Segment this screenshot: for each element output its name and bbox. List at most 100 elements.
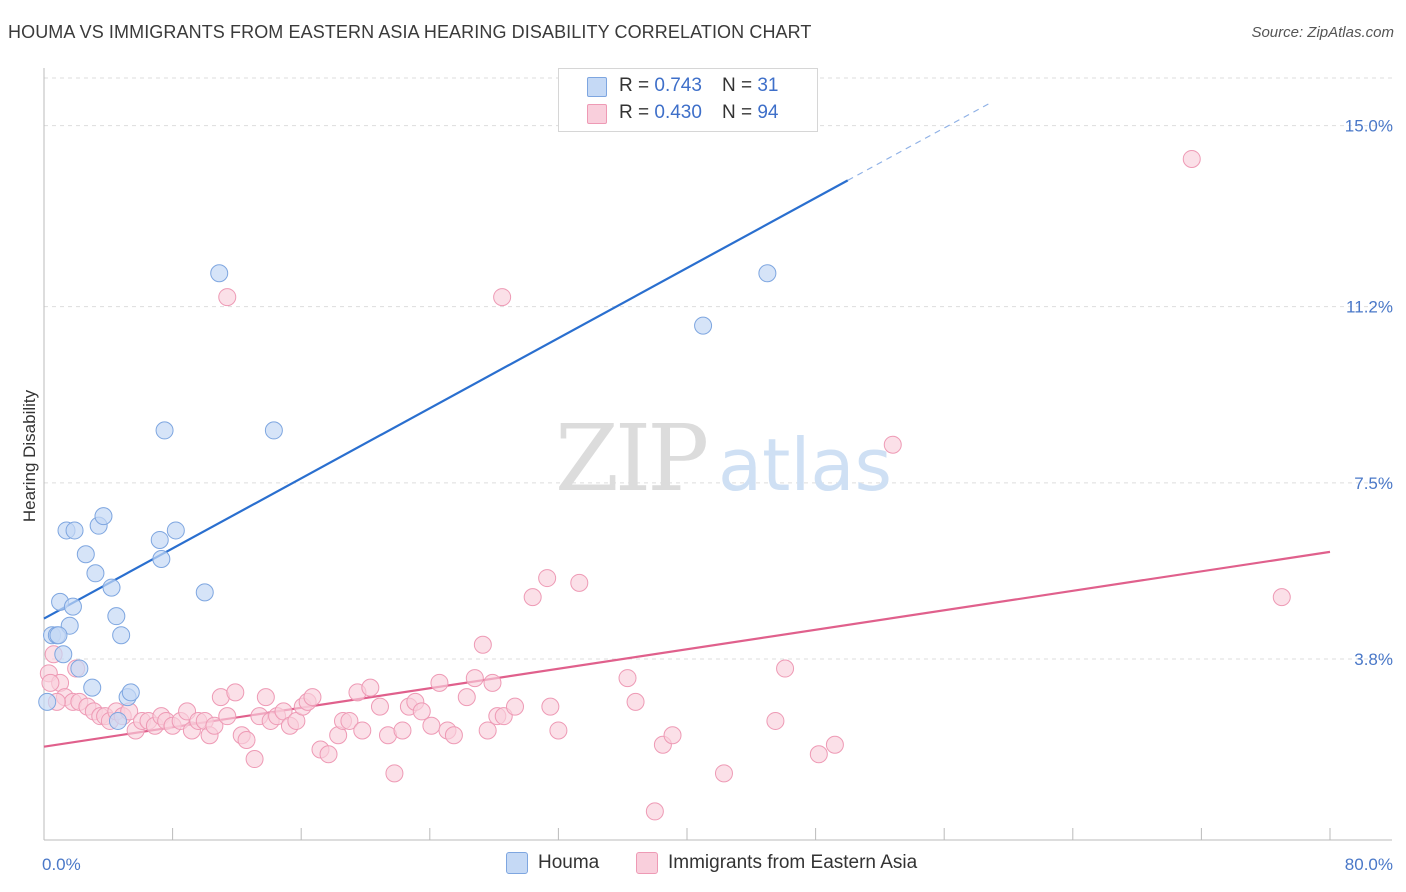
y-tick-label: 15.0% [1345, 117, 1393, 136]
point-houma [108, 711, 127, 730]
chart-title: HOUMA VS IMMIGRANTS FROM EASTERN ASIA HE… [8, 22, 812, 42]
point-asia [483, 673, 502, 692]
legend-r-label: R = [619, 102, 650, 123]
point-asia [444, 726, 463, 745]
axes [43, 68, 1392, 841]
point-asia [505, 697, 524, 716]
legend-n-label: N = [721, 75, 753, 96]
point-houma [102, 578, 121, 597]
bottom-legend: Houma Immigrants from Eastern Asia [0, 852, 1406, 878]
series-immigrants-eastern-asia [39, 149, 1291, 821]
point-asia [412, 702, 431, 721]
legend-n-value: 94 [757, 102, 779, 123]
point-asia [618, 669, 637, 688]
point-asia [353, 721, 372, 740]
point-houma [150, 530, 169, 549]
point-houma [155, 421, 174, 440]
point-houma [166, 521, 185, 540]
legend-swatch-houma [587, 77, 607, 97]
point-asia [457, 688, 476, 707]
point-asia [541, 697, 560, 716]
bottom-legend-asia: Immigrants from Eastern Asia [636, 852, 917, 874]
point-asia [570, 573, 589, 592]
point-asia [218, 288, 237, 307]
point-asia [393, 721, 412, 740]
point-asia [237, 730, 256, 749]
legend-n-value: 31 [757, 75, 779, 96]
watermark-zip: ZIP [555, 405, 706, 512]
point-asia [1182, 149, 1201, 168]
point-asia [825, 735, 844, 754]
bottom-legend-swatch-asia [636, 852, 658, 874]
legend: R = 0.743 N = 31 R = 0.430 N = 94 [558, 68, 818, 132]
bottom-legend-label-houma: Houma [538, 852, 600, 873]
point-asia [370, 697, 389, 716]
trend-line-houma [43, 179, 849, 620]
point-asia [549, 721, 568, 740]
point-houma [152, 550, 171, 569]
point-asia [465, 669, 484, 688]
point-houma [49, 626, 68, 645]
point-houma [210, 264, 229, 283]
point-asia [41, 673, 60, 692]
point-asia [422, 716, 441, 735]
point-houma [112, 626, 131, 645]
point-asia [361, 678, 380, 697]
point-asia [809, 745, 828, 764]
y-tick-label: 3.8% [1354, 650, 1393, 669]
point-houma [54, 645, 73, 664]
bottom-legend-houma: Houma [506, 852, 599, 874]
point-houma [758, 264, 777, 283]
legend-n-label: N = [721, 102, 753, 123]
point-houma [264, 421, 283, 440]
point-asia [430, 673, 449, 692]
trend-line-asia [43, 550, 1331, 748]
point-houma [195, 583, 214, 602]
point-houma [65, 521, 84, 540]
trend-line-houma-extension [847, 101, 993, 181]
point-houma [86, 564, 105, 583]
point-asia [256, 688, 275, 707]
legend-r-label: R = [619, 75, 650, 96]
point-asia [473, 635, 492, 654]
point-asia [538, 569, 557, 588]
point-asia [205, 716, 224, 735]
point-houma [83, 678, 102, 697]
point-houma [76, 545, 95, 564]
point-asia [478, 721, 497, 740]
point-houma [107, 607, 126, 626]
point-asia [493, 288, 512, 307]
point-houma [694, 316, 713, 335]
point-houma [63, 597, 82, 616]
tick-labels: 3.8% 7.5% 11.2% 15.0% 0.0% 80.0% [42, 117, 1393, 874]
point-asia [776, 659, 795, 678]
point-asia [883, 435, 902, 454]
point-asia [714, 764, 733, 783]
bottom-legend-label-asia: Immigrants from Eastern Asia [668, 852, 918, 873]
bottom-legend-swatch-houma [506, 852, 528, 874]
legend-row-asia: R = 0.430 N = 94 [619, 101, 778, 125]
y-tick-label: 7.5% [1354, 474, 1393, 493]
point-asia [340, 711, 359, 730]
point-asia [319, 745, 338, 764]
point-asia [245, 750, 264, 769]
point-asia [1272, 588, 1291, 607]
point-asia [645, 802, 664, 821]
legend-r-value: 0.743 [654, 75, 702, 96]
point-asia [626, 692, 645, 711]
point-houma [38, 692, 57, 711]
point-asia [218, 707, 237, 726]
point-asia [385, 764, 404, 783]
source-label: Source: ZipAtlas.com [1251, 24, 1394, 41]
x-tick-label: 80.0% [1345, 855, 1393, 874]
x-tick-label: 0.0% [42, 855, 81, 874]
point-houma [70, 659, 89, 678]
legend-r-value: 0.430 [654, 102, 702, 123]
point-asia [303, 688, 322, 707]
y-axis-label: Hearing Disability [20, 389, 39, 522]
watermark: ZIP atlas [555, 405, 892, 512]
point-asia [766, 711, 785, 730]
point-houma [121, 683, 140, 702]
point-asia [663, 726, 682, 745]
